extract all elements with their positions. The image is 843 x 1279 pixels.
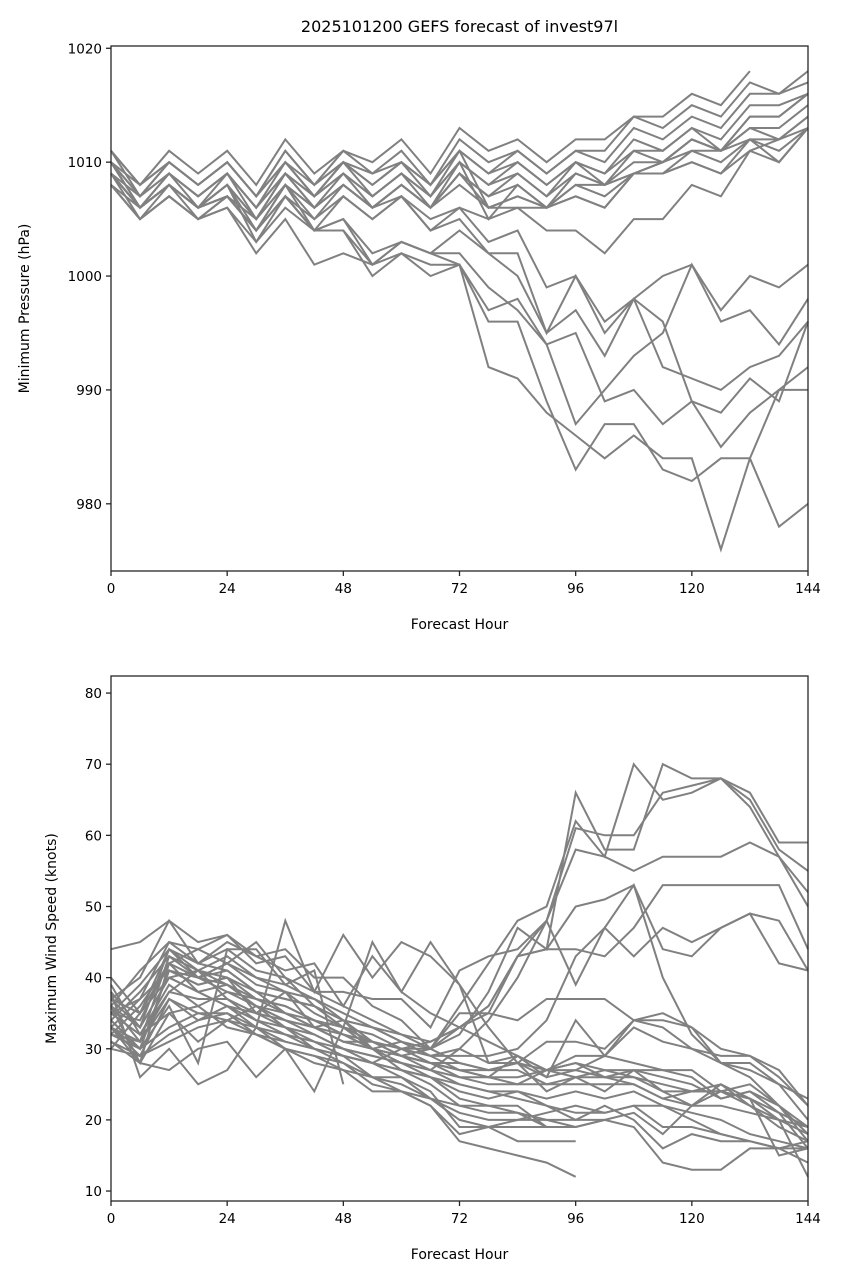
wind-series-line-w15 <box>110 954 809 1128</box>
wind-series-line-w02 <box>110 762 808 1051</box>
pressure-x-axis-label: Forecast Hour <box>411 617 509 633</box>
wind-y-tick-label: 80 <box>85 686 102 702</box>
pressure-y-ticks: 980 990 1000 1010 1020 <box>68 41 111 513</box>
pressure-y-tick-label: 980 <box>76 497 102 513</box>
wind-y-axis-label: Maximum Wind Speed (knots) <box>44 833 60 1044</box>
pressure-y-tick-label: 1010 <box>68 155 102 171</box>
pressure-series-line-m10 <box>110 127 809 221</box>
pressure-y-tick-label: 990 <box>76 383 102 399</box>
wind-x-tick-label: 144 <box>795 1211 821 1227</box>
pressure-series-line-m20 <box>110 93 809 209</box>
pressure-x-tick-label: 48 <box>335 581 352 597</box>
wind-y-tick-label: 20 <box>85 1113 102 1129</box>
wind-y-tick-label: 40 <box>85 971 102 987</box>
wind-series-line-w08 <box>110 912 809 1030</box>
wind-series-line-w27 <box>110 1004 605 1128</box>
wind-series-lines <box>110 762 809 1178</box>
pressure-x-ticks: 0 24 48 72 96 120 144 <box>107 571 821 597</box>
wind-y-ticks: 10 20 30 40 50 60 70 80 <box>85 686 111 1200</box>
pressure-y-tick-label: 1000 <box>68 269 102 285</box>
pressure-series-line-m18 <box>110 172 809 529</box>
wind-x-tick-label: 48 <box>335 1211 352 1227</box>
pressure-x-tick-label: 72 <box>451 581 468 597</box>
wind-series-line-w32 <box>110 940 809 1143</box>
pressure-x-tick-label: 0 <box>107 581 116 597</box>
wind-x-tick-label: 24 <box>219 1211 236 1227</box>
pressure-x-tick-label: 96 <box>567 581 584 597</box>
wind-x-axis-label: Forecast Hour <box>411 1247 509 1263</box>
wind-y-tick-label: 60 <box>85 828 102 844</box>
wind-y-tick-label: 30 <box>85 1042 102 1058</box>
wind-series-line-w30 <box>110 948 345 1085</box>
pressure-series-line-m12 <box>110 127 809 255</box>
chart-title: 2025101200 GEFS forecast of invest97l <box>301 17 618 36</box>
pressure-y-axis-label: Minimum Pressure (hPa) <box>17 224 33 394</box>
wind-series-line-w18 <box>110 969 808 1150</box>
pressure-series-line-m02 <box>110 70 809 198</box>
wind-series-line-w31 <box>110 918 809 1150</box>
pressure-series-lines <box>110 70 809 553</box>
pressure-y-tick-label: 1020 <box>68 41 102 57</box>
pressure-panel: 0 24 48 72 96 120 144 980 990 1000 1010 1020 Forec… <box>17 41 821 633</box>
wind-x-tick-label: 72 <box>451 1211 468 1227</box>
wind-y-tick-label: 10 <box>85 1184 102 1200</box>
wind-y-tick-label: 50 <box>85 899 102 915</box>
wind-x-tick-label: 96 <box>567 1211 584 1227</box>
pressure-series-line-m01 <box>110 70 751 187</box>
pressure-x-tick-label: 120 <box>679 581 705 597</box>
wind-series-line-w29 <box>110 917 809 1178</box>
pressure-series-line-m19 <box>110 161 809 553</box>
pressure-series-line-m17 <box>110 184 809 427</box>
wind-y-tick-label: 70 <box>85 757 102 773</box>
wind-panel: 0 24 48 72 96 120 144 10 20 30 40 50 60 70 80 Forecas… <box>44 675 821 1263</box>
wind-x-ticks: 0 24 48 72 96 120 144 <box>107 1201 821 1227</box>
pressure-x-tick-label: 144 <box>795 581 821 597</box>
wind-x-tick-label: 120 <box>679 1211 705 1227</box>
wind-x-tick-label: 0 <box>107 1211 116 1227</box>
pressure-x-tick-label: 24 <box>219 581 236 597</box>
wind-series-line-w26 <box>110 1012 577 1178</box>
